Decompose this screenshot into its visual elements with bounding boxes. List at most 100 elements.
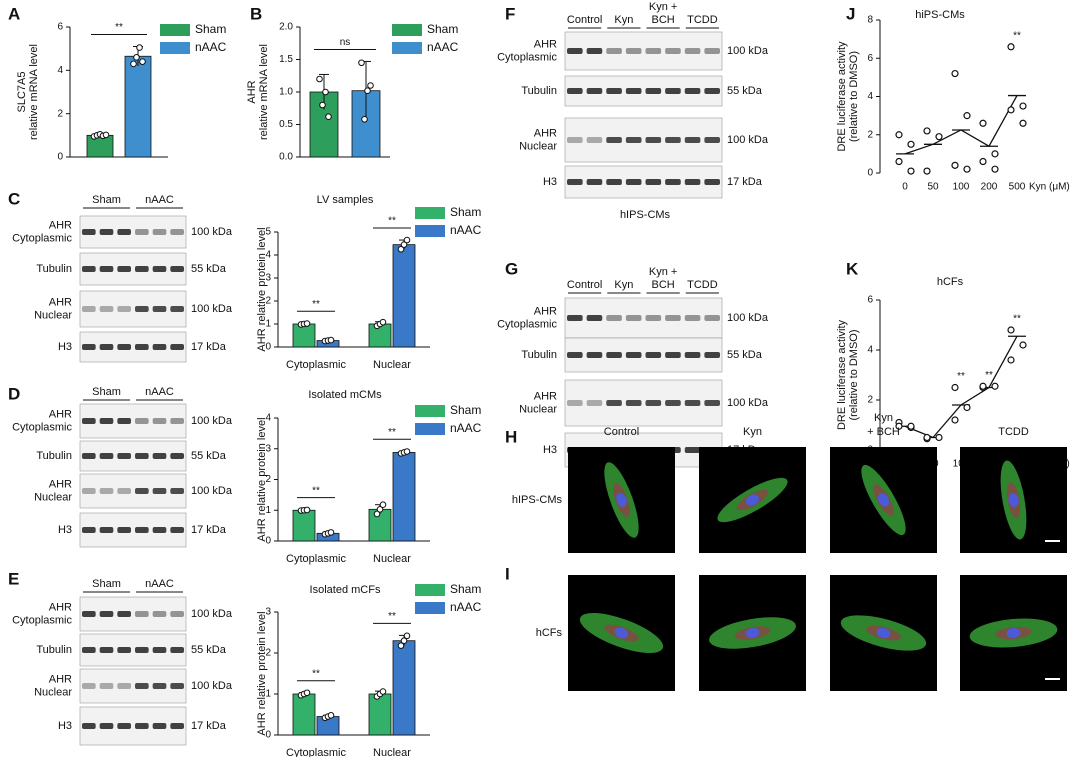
lane-group-label: Sham: [92, 386, 121, 398]
blot-band: [170, 488, 184, 494]
blot-band: [82, 488, 96, 494]
significance-label: **: [985, 370, 993, 381]
blot-band: [704, 88, 720, 94]
cell-nucleus: [745, 627, 760, 639]
molecular-weight-label: 100 kDa: [191, 485, 233, 497]
blot-band: [625, 315, 642, 321]
micrograph-column-label: Kyn: [743, 426, 762, 438]
y-tick-label: 3: [265, 443, 271, 454]
blot-band: [117, 647, 131, 653]
blot-band: [606, 315, 622, 321]
blot-band: [170, 611, 184, 617]
blot-band: [704, 179, 720, 185]
y-tick-label: 4: [867, 345, 873, 356]
lane-group-label: Kyn +: [649, 266, 677, 278]
blot-band: [82, 306, 96, 312]
blot-band: [567, 137, 583, 143]
data-point: [400, 637, 408, 645]
panel-letter: K: [846, 259, 859, 278]
data-point: [136, 44, 143, 51]
blot-band: [606, 48, 622, 54]
bar: [292, 693, 316, 736]
blot-band: [606, 179, 622, 185]
data-point: [373, 510, 381, 518]
blot-band: [684, 447, 701, 453]
x-tick-label: Cytoplasmic: [286, 747, 346, 757]
blot-band: [82, 683, 96, 689]
blot-caption: hIPS-CMs: [620, 209, 671, 221]
blot-band: [665, 137, 681, 143]
legend-swatch: [415, 602, 445, 614]
data-point: [364, 87, 371, 94]
lane-group-label: Kyn: [614, 14, 633, 26]
lane-group-label: Control: [567, 279, 602, 291]
blot-band: [135, 453, 149, 459]
blot-band: [82, 647, 96, 653]
lane-group-label: TCDD: [687, 279, 718, 291]
data-point: [1007, 326, 1015, 334]
x-tick-label: 0: [902, 182, 908, 193]
blot-band: [606, 88, 622, 94]
blot-row-label: AHR: [49, 478, 72, 490]
legend-swatch: [415, 225, 445, 237]
data-point: [895, 157, 903, 166]
data-point: [130, 60, 137, 68]
data-point: [397, 642, 405, 649]
blot-strip: [79, 331, 187, 363]
lane-group-label: BCH: [652, 14, 675, 26]
molecular-weight-label: 100 kDa: [191, 303, 233, 315]
blot-strip: [79, 403, 187, 439]
molecular-weight-label: 55 kDa: [727, 85, 763, 97]
bar: [392, 640, 416, 736]
legend-swatch: [415, 207, 445, 219]
legend-label: Sham: [450, 582, 481, 596]
y-axis-label: (relative to DMSO): [848, 51, 860, 142]
blot-band: [135, 229, 149, 235]
mean-line: [904, 335, 1018, 439]
data-point: [327, 529, 335, 536]
blot-band: [135, 611, 149, 617]
blot-band: [135, 266, 149, 272]
blot-band: [170, 723, 184, 729]
blot-band: [117, 453, 131, 459]
blot-strip: [79, 290, 187, 328]
blot-row-label: Nuclear: [34, 309, 72, 321]
x-axis-label: Kyn (μM): [1029, 182, 1070, 193]
x-tick-label: Nuclear: [373, 747, 411, 757]
y-tick-label: 6: [57, 22, 63, 33]
blot-band: [135, 527, 149, 533]
blot-band: [152, 418, 167, 424]
legend-label: nAAC: [450, 223, 482, 237]
blot-row-label: H3: [58, 524, 72, 536]
data-point: [923, 127, 931, 135]
data-point: [979, 157, 987, 166]
data-point: [319, 101, 326, 109]
lane-group-label: Sham: [92, 578, 121, 590]
lane-group-label: TCDD: [687, 14, 718, 26]
legend-swatch: [392, 42, 422, 54]
x-tick-label: Cytoplasmic: [286, 553, 346, 565]
data-point: [979, 119, 987, 127]
significance-label: ns: [340, 37, 351, 48]
micrograph-column-label: + BCH: [867, 426, 900, 438]
blot-row-label: Tubulin: [36, 450, 72, 462]
blot-band: [625, 400, 642, 406]
data-point: [358, 59, 365, 67]
blot-band: [99, 611, 114, 617]
y-tick-label: 0: [265, 536, 271, 547]
y-tick-label: 0: [57, 152, 63, 163]
blot-band: [82, 723, 96, 729]
data-point: [133, 54, 140, 61]
x-tick-label: Cytoplasmic: [286, 359, 346, 371]
molecular-weight-label: 100 kDa: [191, 226, 233, 238]
blot-row-label: Cytoplasmic: [12, 232, 72, 244]
chart-title: LV samples: [317, 194, 374, 206]
y-tick-label: 0: [867, 168, 873, 179]
blot-row-label: Tubulin: [521, 85, 557, 97]
bar: [392, 452, 416, 542]
y-tick-label: 2: [867, 395, 873, 406]
blot-band: [684, 137, 701, 143]
blot-band: [152, 306, 167, 312]
blot-band: [704, 315, 720, 321]
blot-strip: [79, 473, 187, 509]
